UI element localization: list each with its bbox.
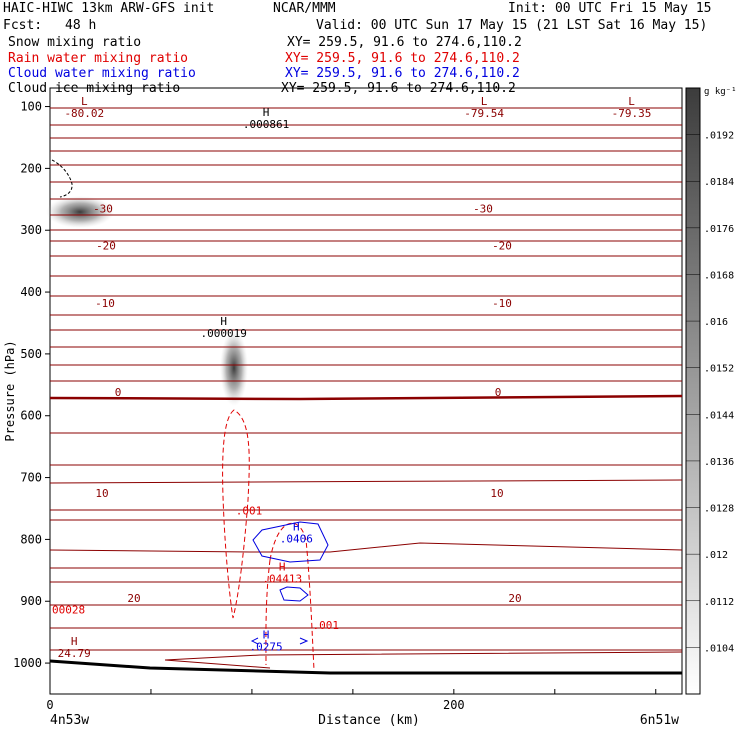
colorbar-label: .0112 bbox=[704, 597, 734, 608]
extremum-symbol: H bbox=[71, 635, 78, 648]
y-axis-title: Pressure (hPa) bbox=[3, 340, 17, 441]
extremum-symbol: H bbox=[279, 561, 286, 574]
extremum-symbol: H bbox=[293, 521, 300, 534]
colorbar-unit: g kg⁻¹ bbox=[704, 87, 737, 97]
colorbar-label: .016 bbox=[704, 317, 728, 328]
plot-frame bbox=[49, 87, 683, 695]
isotherm-label: -30 bbox=[93, 203, 113, 216]
colorbar-label: .0128 bbox=[704, 504, 734, 515]
colorbar-labels: .0192 .0184 .0176 .0168 .016 .0152 .0144 .0136.… bbox=[686, 131, 734, 654]
isotherm-lines bbox=[49, 107, 683, 669]
extremum-value: 24.79 bbox=[58, 647, 91, 660]
init-time: Init: 00 UTC Fri 15 May 15 bbox=[508, 1, 712, 16]
field-name-rain: Rain water mixing ratio bbox=[8, 51, 189, 66]
field-xy-rain: XY= 259.5, 91.6 to 274.6,110.2 bbox=[285, 51, 520, 66]
x-axis-title: Distance (km) bbox=[318, 713, 420, 728]
y-tick-label: 300 bbox=[20, 223, 42, 237]
model-title: HAIC-HIWC 13km ARW-GFS init bbox=[3, 1, 215, 16]
colorbar bbox=[685, 87, 701, 695]
isotherm-label: 10 bbox=[490, 487, 503, 500]
extremum-value: -79.54 bbox=[464, 107, 504, 120]
isotherm-label: -20 bbox=[492, 240, 512, 253]
snow-contour bbox=[51, 159, 73, 198]
isotherm-label: 10 bbox=[95, 487, 108, 500]
valid-time: Valid: 00 UTC Sun 17 May 15 (21 LST Sat … bbox=[316, 18, 708, 33]
field-xy-snow: XY= 259.5, 91.6 to 274.6,110.2 bbox=[287, 35, 522, 50]
contour-labels: .001 .001 00028 bbox=[52, 505, 339, 632]
y-tick-label: 900 bbox=[20, 594, 42, 608]
colorbar-label: .0168 bbox=[704, 270, 734, 281]
x-start-endpoint: 4n53w bbox=[50, 713, 89, 728]
y-axis: 100 200 300 400 500 600 700 800 900 1000 bbox=[13, 100, 50, 670]
isotherm-label: 0 bbox=[495, 386, 502, 399]
isotherm-label: 20 bbox=[127, 592, 140, 605]
colorbar-label: .0144 bbox=[704, 410, 734, 421]
y-tick-label: 600 bbox=[20, 409, 42, 423]
extremum-value: .0406 bbox=[280, 533, 313, 546]
extremum-symbol: L bbox=[481, 95, 488, 108]
extremum-symbol: H bbox=[263, 106, 270, 119]
y-tick-label: 200 bbox=[20, 161, 42, 175]
extremum-value: -79.35 bbox=[612, 107, 652, 120]
isotherm-label: -20 bbox=[96, 240, 116, 253]
extremum-value: -80.02 bbox=[64, 107, 104, 120]
extremum-symbol: L bbox=[628, 95, 635, 108]
contour-label: .001 bbox=[312, 619, 339, 632]
cloud-ice-maximum-shading bbox=[220, 330, 248, 406]
isotherm-label: 0 bbox=[115, 386, 122, 399]
rain-water-contours bbox=[222, 409, 315, 671]
y-tick-label: 400 bbox=[20, 285, 42, 299]
colorbar-label: .0176 bbox=[704, 224, 734, 235]
isotherm-labels: -30 -30 -20 -20 -10 -10 0 0 10 10 20 20 bbox=[93, 203, 522, 606]
colorbar-label: .0192 bbox=[704, 131, 734, 142]
isotherm-label: -30 bbox=[473, 203, 493, 216]
extremum-symbol: H bbox=[220, 315, 227, 328]
field-xy-cloud-water: XY= 259.5, 91.6 to 274.6,110.2 bbox=[285, 66, 520, 81]
x-end-endpoint: 6n51w bbox=[640, 713, 679, 728]
isotherm-label: -10 bbox=[492, 297, 512, 310]
extremum-symbol: L bbox=[81, 95, 88, 108]
contour-label: .001 bbox=[236, 505, 263, 518]
extremum-symbol: H bbox=[263, 629, 270, 642]
y-tick-label: 100 bbox=[20, 100, 42, 114]
extremum-value: .0275 bbox=[249, 641, 282, 654]
field-name-cloud-water: Cloud water mixing ratio bbox=[8, 66, 196, 81]
cloud-water-contours bbox=[250, 521, 329, 645]
terrain-line bbox=[49, 659, 682, 675]
y-tick-label: 1000 bbox=[13, 656, 42, 670]
colorbar-label: .0152 bbox=[704, 364, 734, 375]
extremum-value: .000861 bbox=[243, 118, 289, 131]
x-tick-label: 0 bbox=[46, 698, 53, 712]
extremum-value: .04413 bbox=[262, 573, 302, 586]
y-tick-label: 800 bbox=[20, 532, 42, 546]
extremum-value: .000019 bbox=[200, 327, 246, 340]
colorbar-label: .012 bbox=[704, 550, 728, 561]
snow-maximum-shading bbox=[46, 196, 114, 228]
extrema-markers: L-80.02L-79.54L-79.35H.000861H.000019H24… bbox=[58, 95, 652, 660]
y-tick-label: 500 bbox=[20, 347, 42, 361]
x-axis: 0 200 bbox=[46, 689, 657, 712]
isotherm-label: -10 bbox=[95, 297, 115, 310]
forecast-hour: 48 h bbox=[65, 18, 97, 33]
y-tick-label: 700 bbox=[20, 471, 42, 485]
org-label: NCAR/MMM bbox=[273, 1, 336, 16]
field-name-snow: Snow mixing ratio bbox=[8, 35, 142, 50]
forecast-label: Fcst: bbox=[3, 18, 43, 33]
colorbar-label: .0184 bbox=[704, 177, 734, 188]
x-tick-label: 200 bbox=[443, 698, 465, 712]
contour-label: 00028 bbox=[52, 604, 85, 617]
colorbar-label: .0104 bbox=[704, 643, 734, 654]
isotherm-label: 20 bbox=[508, 592, 521, 605]
colorbar-label: .0136 bbox=[704, 457, 734, 468]
